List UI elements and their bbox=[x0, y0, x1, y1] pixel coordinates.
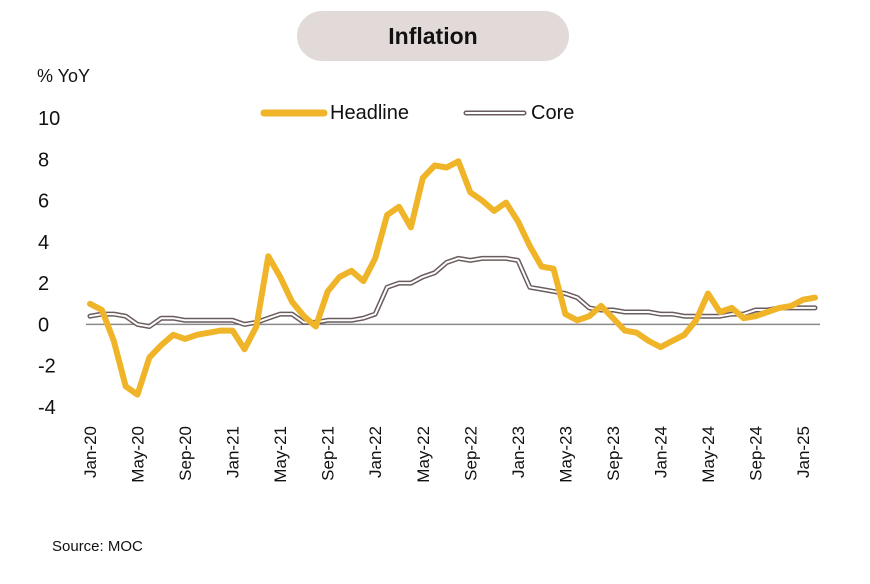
legend-core-label: Core bbox=[531, 102, 574, 124]
y-tick-label: -2 bbox=[38, 356, 56, 378]
x-tick-label: Jan-22 bbox=[366, 426, 385, 478]
core-series-line bbox=[89, 257, 816, 328]
x-tick-label: Sep-24 bbox=[747, 426, 766, 481]
y-tick-label: 6 bbox=[38, 191, 49, 213]
y-tick-label: -4 bbox=[38, 397, 56, 419]
x-tick-label: Jan-25 bbox=[794, 426, 813, 478]
x-tick-label: Sep-21 bbox=[319, 426, 338, 481]
x-tick-label: May-24 bbox=[699, 426, 718, 483]
x-tick-label: May-23 bbox=[556, 426, 575, 483]
x-tick-label: May-22 bbox=[414, 426, 433, 483]
y-tick-label: 2 bbox=[38, 273, 49, 295]
x-tick-label: Jan-24 bbox=[651, 426, 670, 478]
chart-title: Inflation bbox=[297, 11, 569, 61]
source-note: Source: MOC bbox=[52, 538, 143, 555]
y-tick-label: 8 bbox=[38, 149, 49, 171]
x-tick-label: May-21 bbox=[271, 426, 290, 483]
x-tick-label: Jan-20 bbox=[81, 426, 100, 478]
x-tick-label: Sep-22 bbox=[461, 426, 480, 481]
y-axis-unit-label: % YoY bbox=[37, 66, 91, 86]
y-tick-label: 10 bbox=[38, 108, 60, 130]
legend-headline-label: Headline bbox=[330, 102, 409, 124]
headline-series-line bbox=[87, 158, 818, 398]
x-tick-label: Jan-21 bbox=[224, 426, 243, 478]
x-tick-label: May-20 bbox=[129, 426, 148, 483]
x-tick-label: Jan-23 bbox=[509, 426, 528, 478]
x-tick-label: Sep-23 bbox=[604, 426, 623, 481]
y-tick-label: 0 bbox=[38, 314, 49, 336]
y-tick-label: 4 bbox=[38, 232, 49, 254]
x-tick-label: Sep-20 bbox=[176, 426, 195, 481]
